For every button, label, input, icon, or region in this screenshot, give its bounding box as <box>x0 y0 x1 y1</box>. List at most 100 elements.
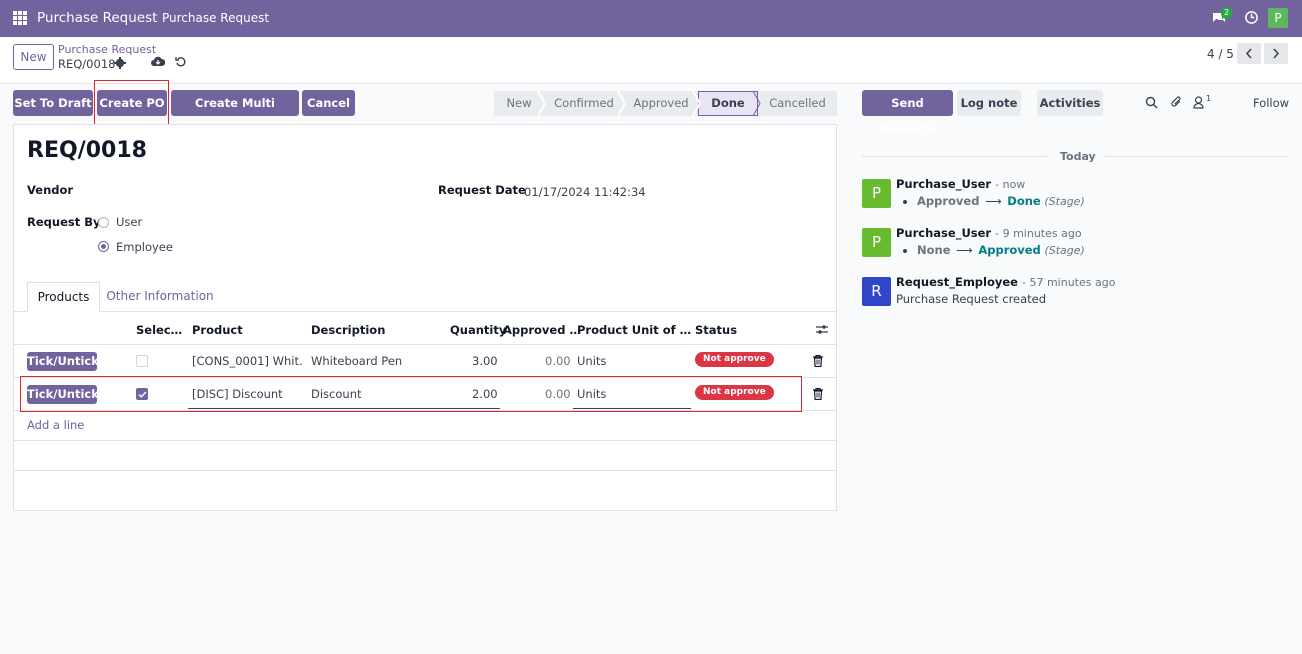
message-author[interactable]: Purchase_User <box>896 226 992 240</box>
table-header: Selec… Product Description Quantity Appr… <box>14 315 836 345</box>
tracking-old-value: Approved <box>917 194 980 208</box>
cell-description[interactable]: Discount <box>311 387 362 401</box>
menu-purchase-request[interactable]: Purchase Request <box>162 11 270 25</box>
chevron-left-icon <box>1245 48 1252 59</box>
create-po-highlight <box>94 80 169 125</box>
row-underline <box>573 408 691 409</box>
stage-approved[interactable]: Approved <box>624 91 698 116</box>
message-author[interactable]: Purchase_User <box>896 177 992 191</box>
message-avatar[interactable]: R <box>862 277 891 306</box>
status-badge: Not approve <box>695 352 774 367</box>
stage-separators <box>537 91 761 116</box>
message-avatar[interactable]: P <box>862 179 891 208</box>
gear-icon[interactable] <box>114 57 126 69</box>
cell-uom[interactable]: Units <box>577 387 607 401</box>
breadcrumb-parent[interactable]: Purchase Request <box>58 43 157 56</box>
bullet <box>903 248 907 253</box>
status-badge: Not approve <box>695 385 774 400</box>
message-header: Request_Employee - 57 minutes ago <box>896 275 1115 289</box>
new-button[interactable]: New <box>13 44 54 70</box>
message-time: - now <box>995 178 1026 191</box>
apps-menu-icon[interactable] <box>13 11 27 25</box>
trash-icon[interactable] <box>813 388 823 400</box>
arrow-right-icon: ⟶ <box>985 194 1002 208</box>
select-checkbox[interactable] <box>136 355 148 367</box>
follow-button[interactable]: Follow <box>1253 96 1290 110</box>
form-sheet: REQ/0018 Vendor Request Date 01/17/2024 … <box>13 124 837 511</box>
followers-count: 1 <box>1206 94 1212 103</box>
cell-quantity[interactable]: 2.00 <box>472 387 498 401</box>
selected-row-highlight <box>20 376 802 412</box>
message-author[interactable]: Request_Employee <box>896 275 1018 289</box>
chevron-right-icon <box>1273 48 1280 59</box>
cloud-save-icon[interactable] <box>151 56 165 68</box>
request-date-label: Request Date <box>438 183 526 197</box>
table-row[interactable]: Tick/Untick [CONS_0001] Whit… Whiteboard… <box>14 345 836 378</box>
create-multi-rfq-button[interactable]: Create Multi RFQ/PO <box>171 90 299 136</box>
log-note-button[interactable]: Log note <box>957 90 1021 116</box>
pager-previous-button[interactable] <box>1237 43 1261 64</box>
arrow-right-icon: ⟶ <box>956 243 973 257</box>
message-time: - 57 minutes ago <box>1022 276 1116 289</box>
set-to-draft-button[interactable]: Set To Draft <box>13 90 93 116</box>
trash-icon[interactable] <box>813 355 823 367</box>
followers-icon[interactable] <box>1193 96 1204 109</box>
select-checkbox-checked[interactable] <box>136 388 148 400</box>
tracking-new-value: Approved <box>978 243 1041 257</box>
stage-cancelled[interactable]: Cancelled <box>758 91 837 116</box>
cancel-button[interactable]: Cancel <box>302 90 355 116</box>
paperclip-icon[interactable] <box>1170 95 1183 109</box>
cell-product[interactable]: [DISC] Discount <box>192 387 283 401</box>
tick-untick-button[interactable]: Tick/Untick <box>27 385 99 404</box>
radio-employee[interactable] <box>98 241 109 252</box>
tab-other-information[interactable]: Other Information <box>106 289 214 303</box>
activity-clock-icon[interactable] <box>1244 10 1259 25</box>
cell-product[interactable]: [CONS_0001] Whit… <box>192 354 302 368</box>
add-a-line-link[interactable]: Add a line <box>27 418 85 432</box>
stage-new[interactable]: New <box>494 91 544 116</box>
request-date-value[interactable]: 01/17/2024 11:42:34 <box>524 185 646 199</box>
col-product[interactable]: Product <box>192 323 243 337</box>
col-select[interactable]: Selec… <box>136 323 183 337</box>
search-icon[interactable] <box>1145 96 1158 109</box>
radio-user-label: User <box>116 215 143 229</box>
tracking-old-value: None <box>917 243 951 257</box>
col-approved[interactable]: Approved … <box>503 323 581 337</box>
cell-approved[interactable]: 0.00 <box>545 387 571 401</box>
record-title: REQ/0018 <box>27 138 147 163</box>
col-description[interactable]: Description <box>311 323 386 337</box>
message-header: Purchase_User - 9 minutes ago <box>896 226 1082 240</box>
request-by-label: Request By <box>27 215 101 229</box>
optional-columns-icon[interactable] <box>816 324 828 335</box>
user-avatar[interactable]: P <box>1268 8 1288 28</box>
tracking-field: (Stage) <box>1044 195 1085 208</box>
control-panel: New Purchase Request REQ/0018 4 / 5 <box>0 37 1302 84</box>
cell-uom[interactable]: Units <box>577 354 607 368</box>
tracking-line: None ⟶ Approved (Stage) <box>903 243 1085 257</box>
cell-quantity[interactable]: 3.00 <box>472 354 498 368</box>
row-underline <box>188 408 500 409</box>
activities-button[interactable]: Activities <box>1037 90 1103 116</box>
stage-confirmed[interactable]: Confirmed <box>544 91 624 116</box>
cell-approved[interactable]: 0.00 <box>545 354 571 368</box>
stage-done[interactable]: Done <box>698 91 758 116</box>
tab-products[interactable]: Products <box>27 282 100 312</box>
message-body: Purchase Request created <box>896 292 1047 306</box>
discard-icon[interactable] <box>175 56 187 68</box>
send-message-button[interactable]: Send message <box>862 90 953 136</box>
col-status[interactable]: Status <box>695 323 738 337</box>
message-avatar[interactable]: P <box>862 228 891 257</box>
col-product-uom[interactable]: Product Unit of … <box>577 323 692 337</box>
tracking-new-value: Done <box>1007 194 1041 208</box>
create-po-button[interactable]: Create PO <box>97 90 167 116</box>
check-icon <box>138 391 147 398</box>
cell-description[interactable]: Whiteboard Pen <box>311 354 403 368</box>
radio-user[interactable] <box>98 217 109 228</box>
today-separator: Today <box>862 150 1289 163</box>
table-row[interactable]: Tick/Untick [DISC] Discount Discount 2.0… <box>14 378 836 411</box>
message-header: Purchase_User - now <box>896 177 1025 191</box>
tick-untick-button[interactable]: Tick/Untick <box>27 352 99 371</box>
col-quantity[interactable]: Quantity <box>450 323 507 337</box>
app-name[interactable]: Purchase Request <box>37 10 158 26</box>
pager-next-button[interactable] <box>1264 43 1288 64</box>
